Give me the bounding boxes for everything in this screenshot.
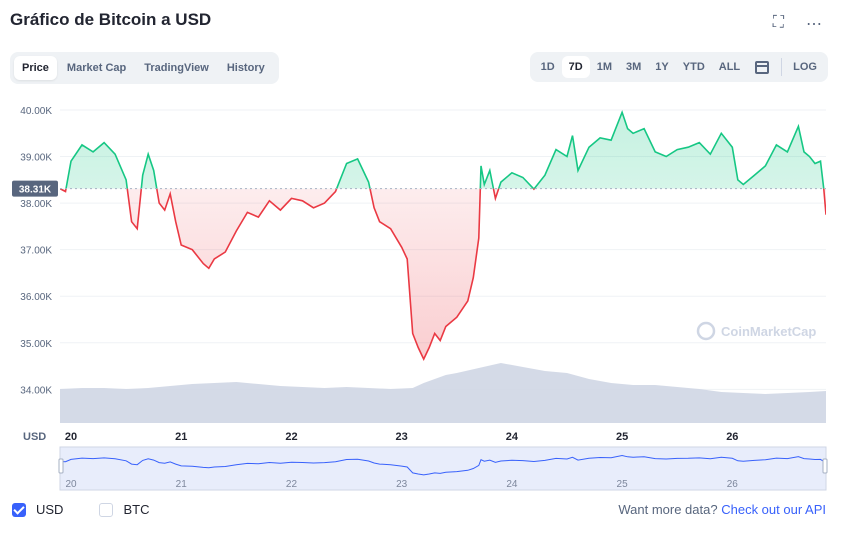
calendar-icon[interactable] [755,60,770,74]
range-1d[interactable]: 1D [540,61,555,73]
navigator-tick-label: 21 [176,479,188,490]
legend: USD BTC [12,502,185,517]
x-tick-label: 26 [726,431,738,443]
x-tick-label: 22 [285,431,297,443]
navigator-tick-label: 20 [65,479,77,490]
log-toggle[interactable]: LOG [793,61,817,73]
api-link[interactable]: Check out our API [721,502,826,517]
reference-label: 38.31K [19,185,52,196]
price-area-up [66,112,824,189]
legend-btc-label: BTC [123,502,150,517]
navigator-tick-label: 22 [286,479,298,490]
reference-badge [12,180,58,197]
x-tick-label: 24 [506,431,519,443]
range-all[interactable]: ALL [718,61,741,73]
more-icon[interactable]: ⋯ [806,16,822,33]
chart-tabs: Price Market Cap TradingView History [10,52,279,84]
y-tick-label: 39.00K [20,153,52,164]
tab-history[interactable]: History [226,62,265,74]
currency-label: USD [23,431,46,443]
legend-btc[interactable]: BTC [99,502,149,517]
btc-checkbox[interactable] [99,502,114,517]
navigator-tick-label: 23 [396,479,408,490]
price-line-down [60,188,826,361]
range-3m[interactable]: 3M [626,61,642,73]
legend-usd-label: USD [36,502,64,517]
range-ytd[interactable]: YTD [682,61,705,73]
tab-price[interactable]: Price [14,56,57,80]
navigator-handle-right [822,458,828,474]
navigator-tick-label: 24 [506,479,518,490]
y-tick-label: 35.00K [20,339,52,350]
more-data: Want more data? Check out our API [618,502,826,517]
x-tick-label: 21 [175,431,187,443]
range-selector: 1D 7D 1M 3M 1Y YTD ALL LOG [529,52,828,82]
legend-usd[interactable]: USD [12,502,63,517]
range-1m[interactable]: 1M [596,61,613,73]
navigator-handle-left [58,458,64,474]
fullscreen-icon[interactable]: ⛶ [772,14,784,31]
range-1y[interactable]: 1Y [655,61,669,73]
navigator-line [59,454,827,476]
y-tick-label: 34.00K [20,385,52,396]
volume-area [60,363,826,423]
more-data-text: Want more data? [618,502,718,517]
price-area-down [60,188,826,360]
x-tick-label: 25 [616,431,628,443]
usd-checkbox[interactable] [12,502,26,517]
page-title: Gráfico de Bitcoin a USD [10,10,212,29]
y-tick-label: 38.00K [20,199,52,210]
navigator-tick-label: 25 [617,479,629,490]
navigator-tick-label: 26 [727,479,739,490]
price-line-up [60,109,825,189]
x-tick-label: 20 [65,431,77,443]
y-tick-label: 37.00K [20,246,52,257]
price-chart[interactable]: 34.00K 35.00K 36.00K 37.00K 38.00K 39.00K 40.0… [0,96,850,496]
range-7d[interactable]: 7D [561,56,590,78]
y-tick-label: 36.00K [20,292,52,303]
tab-market-cap[interactable]: Market Cap [66,62,127,74]
tab-tradingview[interactable]: TradingView [144,62,209,74]
x-tick-label: 23 [396,431,408,443]
watermark-text: CoinMarketCap [721,324,816,339]
y-tick-label: 40.00K [20,106,52,117]
divider [781,58,783,76]
watermark-logo [696,321,716,341]
